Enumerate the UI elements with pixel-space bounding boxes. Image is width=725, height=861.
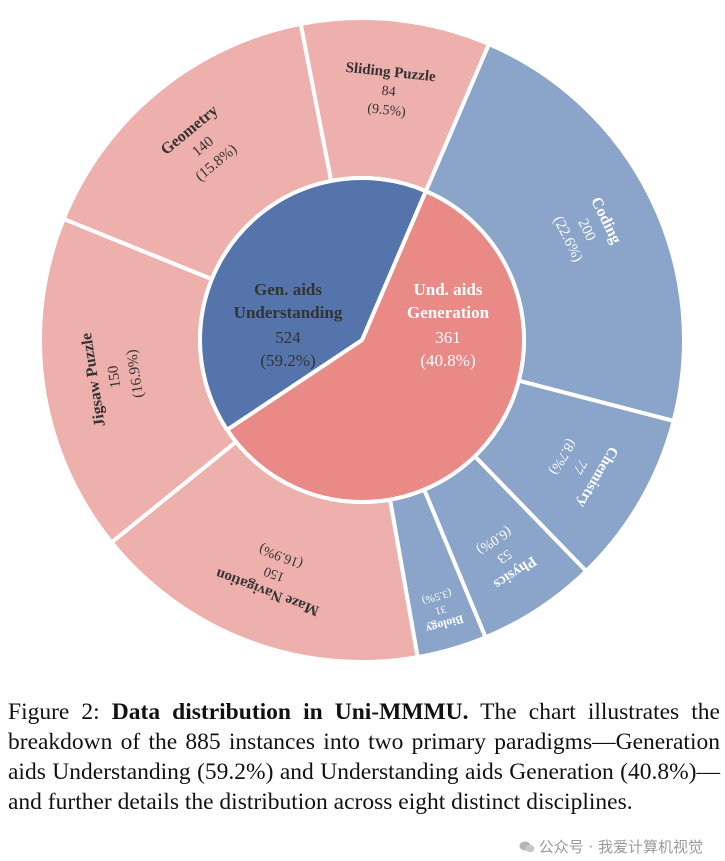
sector-uag xyxy=(198,176,428,432)
sunburst-chart: Gen. aids Understanding 524 (59.2%) Und. aid… xyxy=(38,16,686,664)
inner-label-line: Generation xyxy=(407,303,490,322)
inner-label-uag: Und. aids Generation 361 (40.8%) xyxy=(407,280,490,370)
inner-label-line: Gen. aids xyxy=(254,280,322,299)
watermark: 公众号 · 我爱计算机视觉 xyxy=(516,836,705,857)
inner-ring xyxy=(198,176,526,504)
outer-value-biology: 31 xyxy=(434,602,448,617)
watermark-text: 公众号 · 我爱计算机视觉 xyxy=(538,838,703,856)
caption-prefix: Figure 2: xyxy=(8,699,112,725)
figure-caption: Figure 2: Data distribution in Uni-MMMU.… xyxy=(8,697,720,817)
inner-label-gau: Gen. aids Understanding 524 (59.2%) xyxy=(234,280,343,370)
inner-label-line: Und. aids xyxy=(414,280,483,299)
inner-value-gau: 524 xyxy=(275,328,301,347)
outer-ring xyxy=(38,16,686,664)
caption-title: Data distribution in Uni-MMMU. xyxy=(111,699,469,725)
outer-value-sliding: 84 xyxy=(381,84,397,100)
outer-value-physics: 53 xyxy=(494,546,514,566)
inner-percent-uag: (40.8%) xyxy=(420,351,475,370)
outer-value-chemistry: 77 xyxy=(569,457,589,477)
outer-value-maze: 150 xyxy=(262,563,287,584)
inner-value-uag: 361 xyxy=(435,328,461,347)
inner-percent-gau: (59.2%) xyxy=(260,351,315,370)
inner-label-line: Understanding xyxy=(234,303,343,322)
wechat-icon xyxy=(519,841,535,853)
outer-percent-sliding: (9.5%) xyxy=(367,101,407,120)
caption-body: The chart illustrates the breakdown of t… xyxy=(8,699,720,815)
outer-percent-jigsaw: (16.9%) xyxy=(124,348,147,399)
sector-gau xyxy=(225,189,526,504)
sunburst-svg: Gen. aids Understanding 524 (59.2%) Und. aid… xyxy=(38,16,686,664)
outer-value-jigsaw: 150 xyxy=(105,364,124,389)
